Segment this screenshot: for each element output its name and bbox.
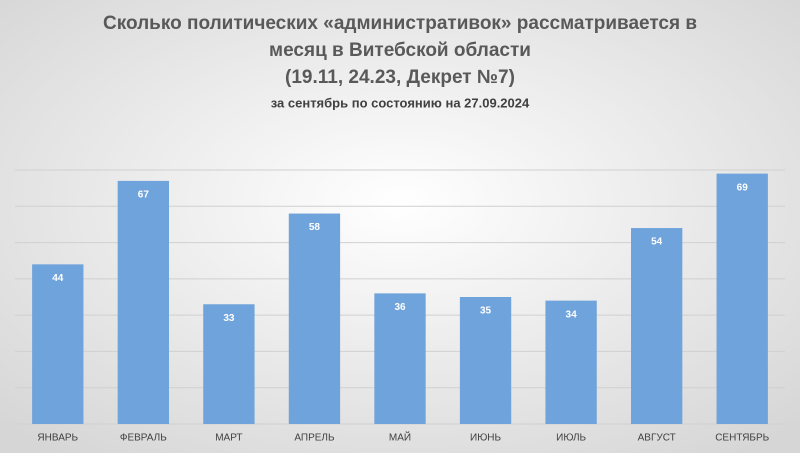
value-label: 54 xyxy=(651,237,663,248)
x-tick-label: МАРТ xyxy=(215,433,242,444)
x-tick-label: ЯНВАРЬ xyxy=(37,433,78,444)
chart-title: Сколько политических «административок» р… xyxy=(103,13,697,34)
bar xyxy=(631,228,683,424)
bar xyxy=(459,297,512,424)
bar xyxy=(203,304,255,424)
x-tick-label: АВГУСТ xyxy=(638,433,676,444)
bar xyxy=(288,213,341,424)
value-label: 69 xyxy=(737,182,749,193)
x-tick-label: ФЕВРАЛЬ xyxy=(120,433,167,444)
chart-subtitle: за сентябрь по состоянию на 27.09.2024 xyxy=(271,95,530,110)
value-label: 44 xyxy=(52,273,64,284)
value-label: 36 xyxy=(394,302,406,313)
x-tick-label: ИЮНЬ xyxy=(470,433,502,444)
chart-title: месяц в Витебской области xyxy=(269,40,531,61)
chart-title: (19.11, 24.23, Декрет №7) xyxy=(285,67,515,88)
x-tick-label: ИЮЛЬ xyxy=(556,433,586,444)
bar xyxy=(32,264,84,424)
bar xyxy=(117,180,169,424)
bar xyxy=(716,173,768,424)
value-label: 67 xyxy=(138,190,150,201)
x-tick-label: СЕНТЯБРЬ xyxy=(715,433,769,444)
value-label: 35 xyxy=(480,306,492,317)
value-label: 58 xyxy=(309,222,321,233)
value-label: 33 xyxy=(223,313,235,324)
x-tick-label: МАЙ xyxy=(389,431,411,444)
x-tick-label: АПРЕЛЬ xyxy=(294,433,335,444)
bar xyxy=(374,293,426,424)
value-label: 34 xyxy=(566,309,578,320)
bar xyxy=(545,300,597,424)
